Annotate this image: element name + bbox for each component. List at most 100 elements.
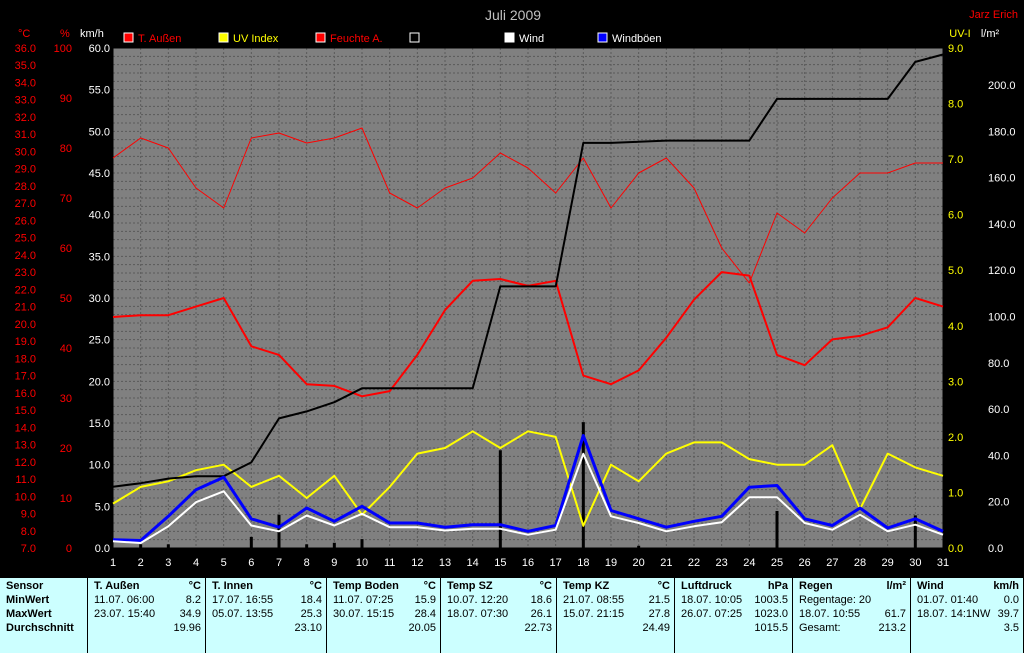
- temp-tick: 20.0: [15, 319, 36, 331]
- legend-label: Feuchte A.: [330, 33, 383, 45]
- uv-tick: 4.0: [948, 321, 963, 333]
- statistics-panel: Sensor MinWert MaxWert Durchschnitt T. A…: [0, 578, 1024, 653]
- day-tick: 30: [909, 557, 921, 569]
- day-tick: 24: [743, 557, 755, 569]
- stat-avg-row: 20.05: [327, 622, 436, 636]
- stat-unit: km/h: [993, 580, 1019, 592]
- uv-tick: 9.0: [948, 43, 963, 55]
- day-tick: 28: [854, 557, 866, 569]
- uv-tick: 5.0: [948, 265, 963, 277]
- stat-column: Temp SZ °C 10.07. 12:20 18.6 18.07. 07:30 26.…: [441, 578, 557, 653]
- wind-tick: 35.0: [89, 251, 110, 263]
- rain-tick: 0.0: [988, 543, 1003, 555]
- stat-max-row: 30.07. 15:15 28.4: [327, 608, 436, 622]
- weather-chart: 36.035.034.033.032.031.030.029.028.027.0…: [15, 7, 1018, 569]
- humidity-tick: 50: [60, 293, 72, 305]
- stat-column: T. Außen °C 11.07. 06:00 8.2 23.07. 15:40 34.…: [88, 578, 206, 653]
- temp-tick: 15.0: [15, 405, 36, 417]
- stat-max-row: 15.07. 21:15 27.8: [557, 608, 670, 622]
- wind-unit: km/h: [80, 28, 104, 40]
- temp-tick: 11.0: [15, 474, 36, 486]
- temp-tick: 14.0: [15, 422, 36, 434]
- stat-value: 18.4: [300, 594, 322, 606]
- stat-header: Wind km/h: [911, 580, 1019, 594]
- axis-labels: 36.035.034.033.032.031.030.029.028.027.0…: [15, 43, 1016, 569]
- chart-title: Juli 2009: [485, 7, 541, 23]
- day-tick: 16: [522, 557, 534, 569]
- stat-unit: °C: [657, 580, 670, 592]
- stat-date-time: 05.07. 13:55: [212, 608, 274, 620]
- stat-title: Wind: [917, 580, 944, 592]
- day-tick: 20: [633, 557, 645, 569]
- avg-row-label: Durchschnitt: [6, 622, 74, 634]
- stat-value: 8.2: [185, 594, 201, 606]
- day-tick: 21: [660, 557, 672, 569]
- stat-value: 0.0: [1003, 594, 1019, 606]
- stat-value: 21.5: [648, 594, 670, 606]
- stat-date-time: 21.07. 08:55: [563, 594, 625, 606]
- day-tick: 17: [550, 557, 562, 569]
- humidity-tick: 80: [60, 143, 72, 155]
- wind-tick: 55.0: [89, 85, 110, 97]
- temp-tick: 24.0: [15, 250, 36, 262]
- stat-max-row: 18.07. 14:1NW 39.7: [911, 608, 1019, 622]
- wind-tick: 20.0: [89, 376, 110, 388]
- stat-avg-value: 19.96: [173, 622, 201, 634]
- stat-title: T. Innen: [212, 580, 253, 592]
- legend-label: T. Außen: [138, 33, 181, 45]
- rain-tick: 120.0: [988, 265, 1016, 277]
- stat-title: Luftdruck: [681, 580, 732, 592]
- stat-header: Temp SZ °C: [441, 580, 552, 594]
- temp-tick: 26.0: [15, 215, 36, 227]
- stat-column: Temp KZ °C 21.07. 08:55 21.5 15.07. 21:15 27.…: [557, 578, 675, 653]
- stat-title: Regen: [799, 580, 833, 592]
- humidity-tick: 20: [60, 443, 72, 455]
- day-tick: 18: [577, 557, 589, 569]
- day-tick: 29: [882, 557, 894, 569]
- stat-min-row: Regentage: 20: [793, 594, 906, 608]
- wind-tick: 0.0: [95, 543, 110, 555]
- temp-tick: 25.0: [15, 233, 36, 245]
- legend-swatch: [597, 32, 608, 43]
- stat-header: Temp KZ °C: [557, 580, 670, 594]
- temp-tick: 36.0: [15, 43, 36, 55]
- plot-border: [112, 47, 944, 549]
- stat-avg-value: 1015.5: [754, 622, 788, 634]
- stat-date-time: 10.07. 12:20: [447, 594, 509, 606]
- stat-date-time: 11.07. 07:25: [333, 594, 394, 606]
- day-tick: 27: [826, 557, 838, 569]
- sensor-header: Sensor: [6, 580, 44, 592]
- temp-tick: 35.0: [15, 60, 36, 72]
- series-line-feuchte-a-: [112, 127, 943, 284]
- legend: T. Außen UV Index Feuchte A. Regen Wind Windb…: [123, 32, 662, 45]
- temp-unit: °C: [18, 28, 30, 40]
- wind-tick: 50.0: [89, 126, 110, 138]
- stat-avg-row: 19.96: [88, 622, 201, 636]
- rain-unit: l/m²: [981, 28, 1000, 40]
- day-tick: 15: [494, 557, 506, 569]
- stat-date-time: 23.07. 15:40: [94, 608, 156, 620]
- stat-value: 26.1: [530, 608, 552, 620]
- stat-value: 28.4: [414, 608, 436, 620]
- stat-header: Regen l/m²: [793, 580, 906, 594]
- wind-tick: 60.0: [89, 43, 110, 55]
- stat-date-time: 18.07. 10:55: [799, 608, 861, 620]
- stat-title: Temp Boden: [333, 580, 399, 592]
- temp-tick: 33.0: [15, 95, 36, 107]
- stat-unit: l/m²: [886, 580, 906, 592]
- day-tick: 22: [688, 557, 700, 569]
- uv-tick: 3.0: [948, 376, 963, 388]
- stat-min-row: 17.07. 16:55 18.4: [206, 594, 322, 608]
- temp-tick: 23.0: [15, 267, 36, 279]
- stat-max-row: 26.07. 07:25 1023.0: [675, 608, 788, 622]
- day-tick: 31: [937, 557, 949, 569]
- stat-date-time: 18.07. 10:05: [681, 594, 743, 606]
- day-tick: 11: [384, 557, 395, 569]
- temp-tick: 34.0: [15, 77, 36, 89]
- stat-min-row: 21.07. 08:55 21.5: [557, 594, 670, 608]
- stat-value: 61.7: [884, 608, 906, 620]
- uv-unit: UV-I: [949, 28, 970, 40]
- uv-tick: 7.0: [948, 154, 963, 166]
- series-line-windb-en: [112, 434, 944, 542]
- temp-tick: 16.0: [15, 388, 36, 400]
